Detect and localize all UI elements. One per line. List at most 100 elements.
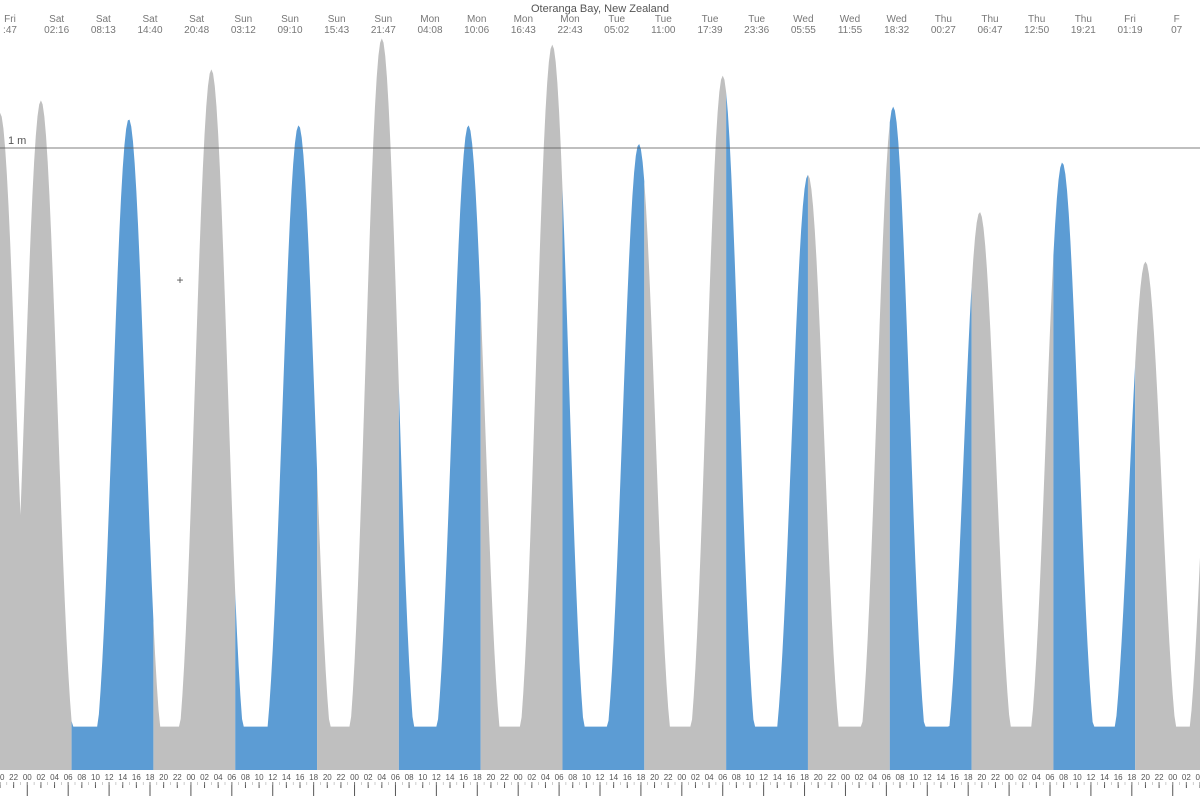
y-label-1m: 1 m [8, 135, 26, 147]
x-hour-label: 06 [718, 773, 727, 782]
top-time-label: 23:36 [744, 25, 769, 36]
x-hour-label: 10 [418, 773, 427, 782]
top-day-label: Thu [935, 14, 952, 25]
x-hour-label: 00 [186, 773, 195, 782]
x-hour-label: 20 [650, 773, 659, 782]
top-time-label: 05:02 [604, 25, 629, 36]
x-hour-label: 14 [282, 773, 291, 782]
x-hour-label: 08 [1059, 773, 1068, 782]
x-hour-label: 00 [841, 773, 850, 782]
top-time-label: 03:12 [231, 25, 256, 36]
top-day-label: Wed [793, 14, 813, 25]
top-day-label: Tue [655, 14, 672, 25]
x-hour-label: 18 [800, 773, 809, 782]
top-time-label: 21:47 [371, 25, 396, 36]
top-day-label: Mon [514, 14, 533, 25]
top-day-label: Thu [1075, 14, 1092, 25]
x-hour-label: 14 [446, 773, 455, 782]
top-time-label: 12:50 [1024, 25, 1049, 36]
x-hour-label: 06 [1046, 773, 1055, 782]
x-hour-label: 12 [596, 773, 605, 782]
x-hour-label: 02 [200, 773, 209, 782]
x-hour-label: 08 [405, 773, 414, 782]
x-hour-label: 04 [214, 773, 223, 782]
top-day-label: Mon [420, 14, 439, 25]
x-hour-label: 22 [827, 773, 836, 782]
x-hour-label: 04 [50, 773, 59, 782]
x-hour-label: 00 [1168, 773, 1177, 782]
x-hour-label: 20 [159, 773, 168, 782]
top-day-label: Tue [608, 14, 625, 25]
top-day-label: Mon [560, 14, 579, 25]
x-hour-label: 20 [814, 773, 823, 782]
x-hour-label: 20 [323, 773, 332, 782]
x-hour-label: 18 [309, 773, 318, 782]
x-hour-label: 18 [473, 773, 482, 782]
x-hour-label: 20 [1141, 773, 1150, 782]
x-hour-label: 04 [1032, 773, 1041, 782]
x-hour-label: 12 [923, 773, 932, 782]
x-hour-label: 18 [964, 773, 973, 782]
x-hour-label: 06 [64, 773, 73, 782]
x-hour-label: 02 [1018, 773, 1027, 782]
top-time-label: 04:08 [417, 25, 442, 36]
x-hour-label: 02 [364, 773, 373, 782]
x-hour-label: 16 [296, 773, 305, 782]
top-time-label: 06:47 [977, 25, 1002, 36]
x-hour-label: 14 [773, 773, 782, 782]
x-hour-label: 22 [9, 773, 18, 782]
top-day-label: Thu [981, 14, 998, 25]
x-hour-label: 16 [1114, 773, 1123, 782]
top-time-label: 09:10 [277, 25, 302, 36]
top-time-label: 00:27 [931, 25, 956, 36]
top-time-label: 20:48 [184, 25, 209, 36]
top-time-label: 17:39 [697, 25, 722, 36]
top-day-label: Sun [281, 14, 299, 25]
top-day-label: Tue [748, 14, 765, 25]
x-hour-label: 10 [746, 773, 755, 782]
x-hour-label: 00 [23, 773, 32, 782]
x-hour-label: 06 [882, 773, 891, 782]
x-hour-label: 12 [1086, 773, 1095, 782]
top-day-label: Fri [1124, 14, 1136, 25]
x-hour-label: 00 [677, 773, 686, 782]
x-hour-label: 02 [1182, 773, 1191, 782]
top-time-label: 01:19 [1117, 25, 1142, 36]
x-hour-label: 10 [1073, 773, 1082, 782]
top-time-label: 07 [1171, 25, 1183, 36]
top-day-label: Sun [328, 14, 346, 25]
x-hour-label: 20 [486, 773, 495, 782]
x-hour-label: 22 [664, 773, 673, 782]
top-day-label: F [1174, 14, 1180, 25]
x-hour-label: 22 [173, 773, 182, 782]
x-hour-label: 12 [759, 773, 768, 782]
x-hour-label: 08 [568, 773, 577, 782]
top-time-label: 22:43 [557, 25, 582, 36]
top-time-label: 16:43 [511, 25, 536, 36]
x-hour-label: 16 [623, 773, 632, 782]
top-day-label: Thu [1028, 14, 1045, 25]
top-day-label: Tue [702, 14, 719, 25]
top-day-label: Sat [142, 14, 157, 25]
top-day-label: Mon [467, 14, 486, 25]
x-hour-label: 02 [855, 773, 864, 782]
top-time-label: 18:32 [884, 25, 909, 36]
x-hour-label: 04 [377, 773, 386, 782]
x-hour-label: 08 [77, 773, 86, 782]
top-day-label: Sat [96, 14, 111, 25]
x-hour-label: 14 [936, 773, 945, 782]
x-hour-label: 16 [950, 773, 959, 782]
tide-chart: 1 mOteranga Bay, New ZealandFri:47Sat02:… [0, 0, 1200, 800]
top-time-label: 19:21 [1071, 25, 1096, 36]
x-hour-label: 06 [227, 773, 236, 782]
top-day-label: Sun [374, 14, 392, 25]
x-hour-label: 18 [146, 773, 155, 782]
top-day-label: Sun [234, 14, 252, 25]
x-hour-label: 08 [732, 773, 741, 782]
x-hour-label: 14 [1100, 773, 1109, 782]
top-time-label: 05:55 [791, 25, 816, 36]
x-hour-label: 04 [1196, 773, 1200, 782]
x-hour-label: 16 [132, 773, 141, 782]
top-day-label: Wed [840, 14, 860, 25]
x-hour-label: 00 [1005, 773, 1014, 782]
